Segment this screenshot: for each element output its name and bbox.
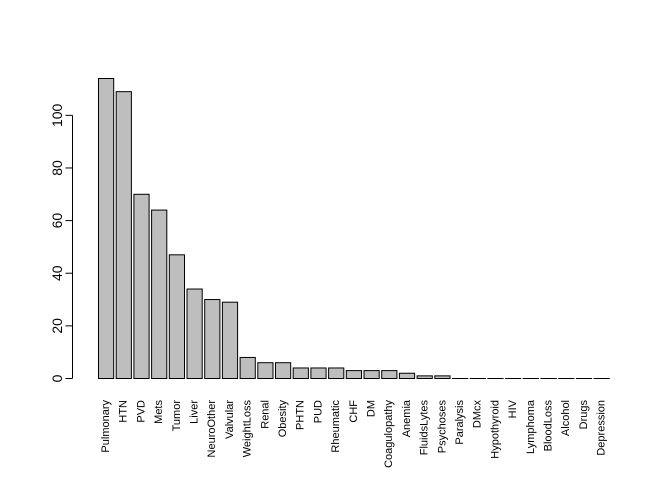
bar-renal — [257, 362, 274, 380]
x-tick-label: DMcx — [472, 400, 484, 429]
y-tick-label: 100 — [49, 103, 65, 127]
x-tick-label: Rheumatic — [330, 400, 342, 453]
bar-tumor — [168, 254, 186, 380]
y-axis: 0 20 40 60 80 100 — [49, 103, 73, 382]
bar-rheumatic — [328, 367, 345, 380]
bar-liver — [186, 288, 203, 379]
bar-psychoses — [434, 375, 451, 379]
x-tick-label: Mets — [153, 400, 165, 424]
bar-neuroother — [204, 299, 221, 380]
x-tick-label: PUD — [312, 400, 324, 423]
y-tick-label: 40 — [49, 265, 65, 281]
bar-obesity — [275, 362, 292, 380]
x-tick-label: Hypothyroid — [489, 400, 501, 459]
x-tick-label: CHF — [348, 400, 360, 423]
x-tick-label: HIV — [507, 399, 519, 418]
x-tick-label: DM — [366, 400, 378, 417]
x-tick-label: Pulmonary — [100, 400, 112, 453]
bar-fluidslytes — [416, 375, 433, 379]
x-tick-label: Anemia — [401, 399, 413, 437]
x-tick-label: Liver — [189, 400, 201, 424]
x-tick-label: FluidsLytes — [419, 400, 431, 456]
y-tick-label: 80 — [49, 160, 65, 176]
bar-coagulopathy — [381, 370, 398, 379]
y-tick-label: 20 — [49, 318, 65, 334]
x-tick-label: PVD — [135, 400, 147, 423]
x-tick-label: HTN — [118, 400, 130, 423]
x-tick-label: Drugs — [578, 400, 590, 430]
x-tick-label: Obesity — [277, 400, 289, 438]
x-tick-label: Paralysis — [454, 400, 466, 445]
x-tick-label: PHTN — [295, 400, 307, 430]
x-tick-label: NeuroOther — [206, 400, 218, 458]
x-tick-label: Renal — [259, 400, 271, 429]
y-tick-label: 0 — [49, 374, 65, 382]
bar-pvd — [133, 193, 150, 379]
bar-anemia — [398, 372, 416, 380]
x-tick-label: Valvular — [224, 400, 236, 439]
bar-weightloss — [239, 356, 256, 379]
x-tick-label: BloodLoss — [543, 400, 555, 452]
bars — [98, 78, 610, 380]
y-tick-label: 60 — [49, 213, 65, 229]
x-tick-label: Coagulopathy — [383, 400, 395, 468]
x-tick-label: Psychoses — [436, 400, 448, 454]
x-tick-label: Tumor — [171, 400, 183, 432]
bar-valvular — [221, 301, 239, 379]
bar-phtn — [292, 367, 309, 380]
x-tick-label: Depression — [596, 400, 608, 456]
x-tick-label: Alcohol — [560, 400, 572, 436]
x-axis-labels: Pulmonary HTN PVD Mets Tumor Liver NeuroOther V… — [100, 399, 608, 468]
bar-pud — [310, 367, 327, 380]
bar-htn — [115, 91, 132, 379]
bar-dm — [363, 370, 380, 379]
x-tick-label: WeightLoss — [242, 400, 254, 458]
bar-pulmonary — [98, 78, 115, 379]
bar-chf — [345, 370, 362, 379]
x-tick-label: Lymphoma — [525, 399, 537, 454]
bar-mets — [151, 209, 168, 379]
